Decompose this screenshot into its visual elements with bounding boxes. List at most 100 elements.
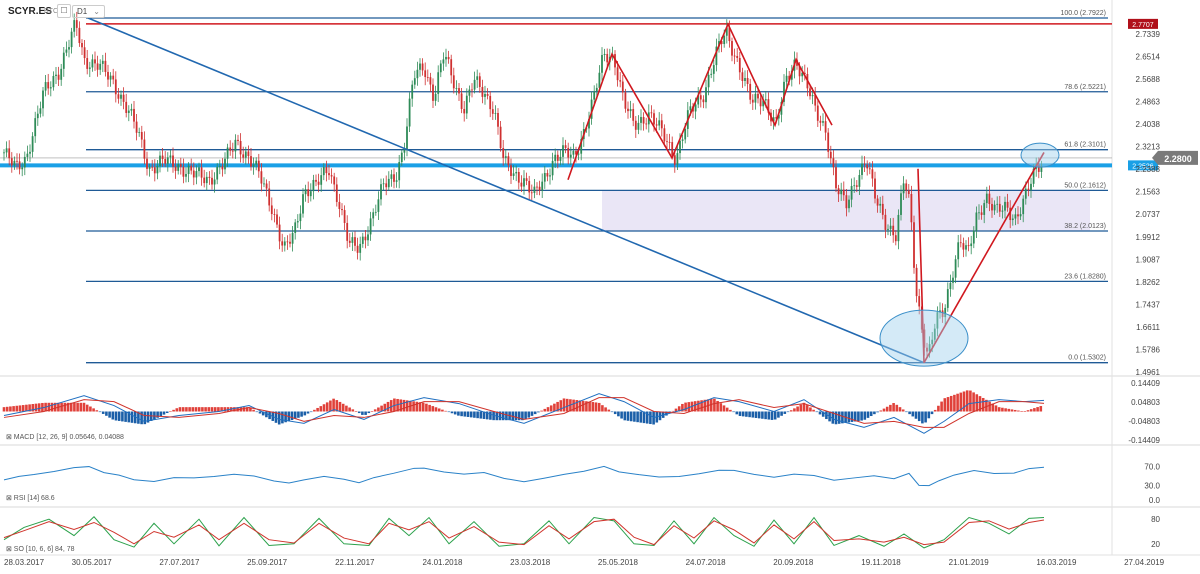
candle-body bbox=[221, 166, 224, 170]
macd-histogram-bar bbox=[748, 411, 751, 418]
macd-histogram-bar bbox=[396, 398, 399, 412]
candle-body bbox=[182, 166, 185, 177]
macd-histogram-bar bbox=[818, 411, 822, 415]
breakout-highlight-circle bbox=[1020, 142, 1060, 168]
candle-body bbox=[159, 155, 161, 167]
symbol-label[interactable]: SCYR.ES bbox=[8, 6, 52, 17]
candle-body bbox=[541, 181, 544, 191]
macd-histogram-bar bbox=[786, 411, 790, 413]
candle-body bbox=[104, 60, 107, 72]
candle-body bbox=[351, 237, 354, 243]
candle-body bbox=[250, 156, 252, 167]
candle-body bbox=[205, 176, 208, 184]
candle-body bbox=[86, 58, 89, 69]
candle-body bbox=[757, 93, 759, 99]
candle-body bbox=[489, 95, 492, 110]
macd-histogram-bar bbox=[994, 405, 998, 412]
timeframe-select[interactable]: D1 ⌄ bbox=[72, 5, 105, 18]
macd-histogram-bar bbox=[681, 403, 684, 412]
candle-body bbox=[270, 205, 273, 215]
candle-body bbox=[684, 128, 687, 140]
candle-body bbox=[879, 203, 882, 206]
candle-body bbox=[439, 63, 442, 73]
candle-body bbox=[788, 75, 791, 80]
macd-histogram-bar bbox=[533, 411, 537, 415]
macd-histogram-bar bbox=[73, 402, 76, 412]
macd-histogram-bar bbox=[441, 409, 444, 412]
macd-histogram-bar bbox=[789, 410, 793, 412]
macd-histogram-bar bbox=[639, 411, 643, 423]
macd-histogram-bar bbox=[773, 411, 777, 420]
macd-histogram-bar bbox=[322, 404, 326, 412]
macd-histogram-bar bbox=[469, 411, 473, 418]
candle-body bbox=[276, 214, 278, 225]
macd-histogram-bar bbox=[930, 411, 934, 415]
price-tick-label-14: 1.5786 bbox=[1136, 345, 1161, 354]
macd-histogram-bar bbox=[962, 391, 966, 412]
candle-body bbox=[837, 188, 840, 195]
candle-body bbox=[283, 241, 286, 246]
candle-body bbox=[411, 84, 414, 99]
candle-body bbox=[816, 105, 819, 121]
macd-histogram-bar bbox=[428, 404, 431, 412]
candle-body bbox=[13, 160, 16, 166]
macd-histogram-bar bbox=[892, 403, 895, 412]
fib-level-label-3: 50.0 (2.1612) bbox=[1064, 182, 1106, 189]
macd-histogram-bar bbox=[869, 411, 873, 417]
candle-body bbox=[127, 110, 130, 113]
macd-histogram-bar bbox=[1026, 410, 1030, 412]
candle-body bbox=[517, 171, 520, 183]
macd-histogram-bar bbox=[636, 411, 639, 423]
macd-histogram-bar bbox=[620, 411, 623, 419]
candle-body bbox=[450, 59, 453, 76]
macd-histogram-bar bbox=[594, 402, 598, 412]
candle-body bbox=[387, 178, 390, 188]
candle-body bbox=[317, 181, 320, 185]
macd-histogram-bar bbox=[447, 411, 451, 413]
macd-histogram-bar bbox=[981, 397, 985, 412]
candle-body bbox=[452, 75, 455, 89]
macd-histogram-bar bbox=[1007, 408, 1011, 412]
candle-body bbox=[478, 76, 481, 87]
candle-body bbox=[569, 154, 572, 158]
candle-body bbox=[871, 169, 874, 179]
candle-body bbox=[884, 214, 887, 230]
macd-histogram-bar bbox=[489, 411, 492, 420]
macd-histogram-bar bbox=[5, 406, 9, 412]
candle-body bbox=[694, 104, 697, 112]
candle-body bbox=[751, 99, 754, 103]
candle-body bbox=[855, 185, 858, 187]
candle-body bbox=[504, 156, 507, 158]
settings-icon[interactable]: ☐ bbox=[57, 4, 71, 18]
candle-body bbox=[348, 240, 351, 243]
macd-histogram-bar bbox=[802, 402, 806, 412]
candle-body bbox=[616, 67, 619, 81]
candle-body bbox=[827, 132, 830, 152]
price-tick-label-10: 1.9087 bbox=[1136, 255, 1161, 264]
candle-body bbox=[322, 167, 325, 176]
candle-body bbox=[83, 47, 86, 59]
macd-histogram-bar bbox=[47, 402, 51, 412]
candle-body bbox=[598, 72, 601, 88]
downtrend-line bbox=[87, 17, 925, 364]
price-tick-label-5: 2.3213 bbox=[1136, 143, 1161, 152]
macd-histogram-bar bbox=[15, 405, 19, 412]
candle-body bbox=[320, 175, 323, 185]
candle-body bbox=[122, 94, 125, 102]
candle-body bbox=[845, 195, 848, 209]
candle-body bbox=[60, 68, 63, 80]
macd-histogram-bar bbox=[114, 411, 118, 421]
candle-body bbox=[403, 149, 406, 153]
time-tick-label-7: 25.05.2018 bbox=[598, 558, 639, 567]
time-tick-label-1: 30.05.2017 bbox=[72, 558, 113, 567]
macd-histogram-bar bbox=[629, 411, 633, 422]
candle-body bbox=[637, 122, 640, 130]
candle-body bbox=[642, 117, 645, 124]
candle-body bbox=[481, 86, 484, 97]
macd-histogram-bar bbox=[764, 411, 767, 420]
macd-histogram-bar bbox=[18, 405, 22, 412]
macd-histogram-bar bbox=[575, 400, 579, 412]
macd-histogram-bar bbox=[796, 406, 799, 412]
time-tick-label-3: 25.09.2017 bbox=[247, 558, 288, 567]
